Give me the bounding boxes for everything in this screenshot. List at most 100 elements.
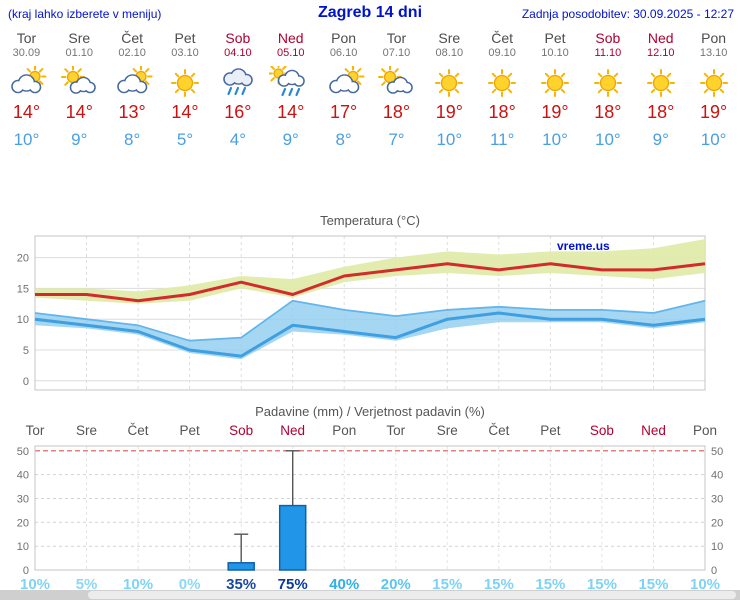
precip-probability: 15% [432, 576, 463, 593]
svg-text:10: 10 [17, 314, 29, 326]
precip-probability: 75% [277, 576, 308, 593]
min-temperature: 9° [282, 130, 299, 149]
precip-day-labels: Tor Sre Čet Pet Sob Ned Pon Tor Sre Čet Pet Sob Ned P… [0, 423, 740, 439]
sun-cloud-icon [53, 65, 106, 100]
min-temperature: 9° [652, 130, 669, 149]
sun-cloud-icon [370, 65, 423, 100]
precip-probability: 10% [19, 576, 51, 593]
scrollbar-thumb[interactable] [88, 591, 736, 599]
precip-day-label: Sre [76, 423, 98, 438]
day-name: Čet [491, 30, 514, 46]
day-column-09.10: Čet 09.10 18° 11° [476, 30, 529, 150]
day-column-10.10: Pet 10.10 19° 10° [529, 30, 582, 150]
sun-icon [476, 66, 529, 100]
max-temperature: 19° [541, 102, 569, 122]
day-name: Sob [225, 30, 251, 46]
day-date: 12.10 [646, 47, 675, 59]
max-temperature: 18° [382, 102, 411, 122]
min-temperature: 8° [124, 130, 141, 149]
svg-text:50: 50 [711, 446, 723, 458]
day-date: 08.10 [435, 47, 464, 59]
svg-text:20: 20 [17, 253, 29, 265]
precip-probability: 20% [380, 576, 411, 593]
precip-probability: 15% [638, 576, 669, 593]
cloud-sun-icon [0, 65, 53, 100]
svg-text:20: 20 [17, 517, 29, 529]
day-column-11.10: Sob 11.10 18° 10° [581, 30, 634, 150]
cloud-sun-icon [106, 65, 159, 100]
day-name: Pon [331, 30, 357, 46]
precipitation-chart-title: Padavine (mm) / Verjetnost padavin (%) [255, 404, 485, 419]
day-date: 05.10 [276, 47, 305, 59]
day-name: Pon [701, 30, 727, 46]
sun-icon [581, 66, 634, 100]
day-name: Čet [121, 30, 144, 46]
svg-text:0: 0 [23, 376, 29, 388]
day-name: Sre [438, 30, 461, 46]
day-date: 04.10 [224, 47, 252, 59]
day-column-05.10: Ned 05.10 14° 9° [264, 30, 317, 150]
min-temperature: 4° [229, 130, 246, 149]
max-temperature: 18° [488, 102, 516, 122]
precip-probability: 15% [586, 576, 617, 593]
day-name: Tor [16, 30, 37, 46]
day-column-07.10: Tor 07.10 18° 7° [370, 30, 423, 150]
day-date: 30.09 [12, 47, 41, 59]
precip-probability-row: 10% 5% 10% 0% 35% 75% 40% 20% 15% 15% 15% 15% 15% 10% [0, 576, 740, 594]
precip-day-label: Sob [589, 423, 614, 438]
precip-day-label: Tor [386, 423, 406, 438]
sun-icon [687, 66, 740, 100]
forecast-days-strip: Tor 30.09 14° 10° Sre 01.10 14° 9° Čet 02.10 13° 8°… [0, 30, 740, 150]
precip-day-label: Ned [280, 423, 306, 438]
page-title: Zagreb 14 dni [317, 4, 423, 21]
precip-probability: 35% [226, 576, 257, 593]
precip-day-label: Pon [692, 423, 718, 438]
day-date: 10.10 [541, 47, 569, 59]
max-temperature: 13° [118, 102, 146, 122]
precipitation-chart: 0 0 10 10 20 20 30 30 40 40 50 50 [17, 445, 723, 577]
sun-icon [159, 66, 212, 100]
precip-day-label: Ned [641, 423, 666, 438]
day-name: Tor [386, 30, 407, 46]
watermark: vreme.us [557, 239, 610, 253]
max-temperature: 14° [12, 102, 41, 122]
precip-day-label: Pet [540, 423, 561, 438]
temperature-chart: 0 5 10 15 20 [17, 235, 706, 391]
day-name: Sob [595, 30, 621, 46]
sun-icon [634, 66, 687, 100]
day-date: 07.10 [382, 47, 411, 59]
day-date: 11.10 [594, 47, 622, 59]
day-name: Sre [68, 30, 91, 46]
precip-day-label: Tor [25, 423, 45, 438]
temperature-chart-title: Temperatura (°C) [320, 213, 420, 228]
horizontal-scrollbar[interactable] [0, 590, 740, 600]
day-column-12.10: Ned 12.10 18° 9° [634, 30, 687, 150]
svg-text:0: 0 [23, 565, 29, 577]
day-date: 13.10 [699, 47, 728, 59]
max-temperature: 14° [65, 102, 93, 122]
day-column-06.10: Pon 06.10 17° 8° [317, 30, 370, 150]
svg-text:30: 30 [17, 494, 29, 506]
max-temperature: 19° [699, 102, 728, 122]
day-date: 09.10 [488, 47, 516, 59]
day-date: 03.10 [171, 47, 199, 59]
max-temperature: 19° [435, 102, 463, 122]
svg-text:10: 10 [711, 541, 723, 553]
svg-text:40: 40 [17, 470, 29, 482]
precip-probability: 10% [689, 576, 721, 593]
svg-text:15: 15 [17, 283, 29, 295]
day-date: 06.10 [329, 47, 358, 59]
precip-probability: 5% [75, 576, 98, 593]
precip-day-label: Pet [179, 423, 200, 438]
min-temperature: 10° [700, 130, 727, 149]
min-temperature: 10° [436, 130, 463, 149]
day-name: Ned [647, 30, 674, 46]
max-temperature: 14° [171, 102, 199, 122]
svg-text:0: 0 [711, 565, 717, 577]
day-column-04.10: Sob 04.10 16° 4° [211, 30, 264, 150]
max-temperature: 18° [647, 102, 675, 122]
day-date: 02.10 [118, 47, 146, 59]
day-name: Ned [277, 30, 304, 46]
svg-text:20: 20 [711, 517, 723, 529]
day-column-01.10: Sre 01.10 14° 9° [53, 30, 106, 150]
